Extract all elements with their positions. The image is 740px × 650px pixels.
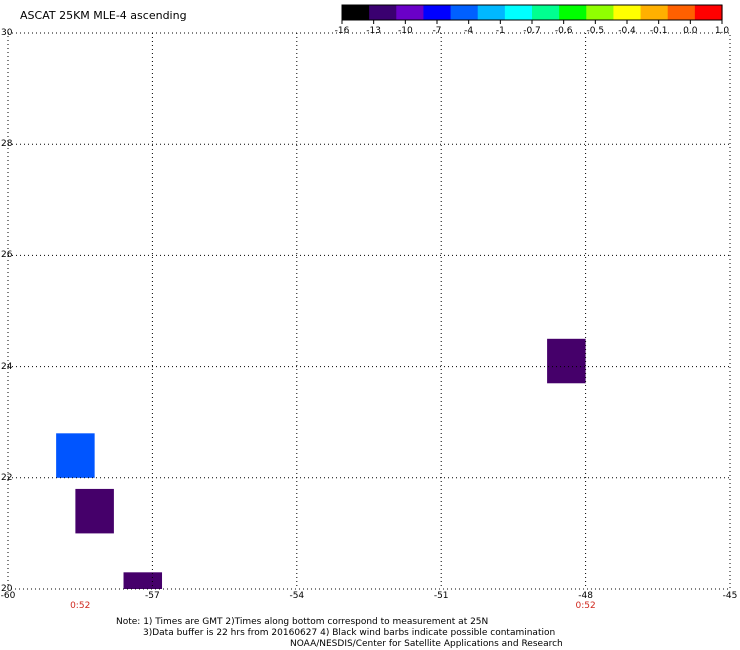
colorbar-tick-label: -16	[334, 26, 350, 36]
data-cell	[547, 338, 586, 384]
colorbar-segment	[640, 5, 669, 20]
x-tick-label: -57	[145, 591, 160, 601]
map-title: ASCAT 25KM MLE-4 ascending	[20, 9, 187, 22]
colorbar-tick-label: -0.4	[618, 26, 636, 36]
y-tick-label: 30	[1, 28, 13, 38]
note-line-1: Note: 1) Times are GMT 2)Times along bot…	[116, 617, 489, 627]
colorbar-tick-label: -0.6	[554, 26, 573, 36]
colorbar-segment	[423, 5, 452, 20]
y-tick-label: 22	[1, 472, 13, 483]
note-line-2: 3)Data buffer is 22 hrs from 20160627 4)…	[143, 628, 556, 638]
note-line-3: NOAA/NESDIS/Center for Satellite Applica…	[290, 639, 563, 649]
colorbar-tick-label: -1	[495, 26, 505, 36]
plot-frame	[7, 32, 731, 590]
colorbar-tick-label: -0.5	[586, 26, 605, 36]
colorbar-tick-label: -0.7	[523, 26, 541, 36]
colorbar-segment	[532, 5, 560, 20]
x-tick-label: -48	[578, 591, 593, 601]
colorbar-tick-label: -4	[464, 26, 474, 36]
y-tick-label: 26	[1, 250, 13, 261]
x-tick-label: -51	[433, 591, 449, 601]
colorbar-tick-label: -10	[397, 26, 413, 36]
colorbar-tick-label: -0.1	[649, 26, 668, 36]
colorbar-segment	[667, 5, 696, 20]
colorbar-segment	[450, 5, 479, 20]
data-cell	[75, 488, 114, 534]
colorbar-segment	[694, 5, 723, 20]
colorbar-segment	[396, 5, 425, 20]
colorbar-tick-label: 0.0	[683, 26, 698, 36]
x-tick-label: -45	[722, 591, 738, 601]
y-tick-label: 20	[1, 584, 13, 594]
colorbar-segment	[504, 5, 533, 20]
colorbar-segment	[369, 5, 397, 20]
y-tick-label: 24	[1, 361, 13, 372]
x-tick-label: -54	[289, 591, 305, 601]
time-label: 0:52	[70, 601, 91, 611]
colorbar-tick-label: 1.0	[714, 26, 730, 36]
x-tick-label: -60	[0, 591, 16, 601]
y-tick-label: 28	[1, 139, 13, 150]
colorbar-segment	[342, 5, 370, 20]
data-cell	[56, 433, 95, 478]
colorbar-segment	[559, 5, 587, 20]
colorbar-segment	[586, 5, 615, 20]
time-label: 0:52	[575, 601, 596, 611]
colorbar-tick-label: -7	[432, 26, 442, 36]
data-cell	[123, 572, 163, 589]
colorbar-tick-label: -13	[366, 26, 382, 36]
colorbar-segment	[477, 5, 506, 20]
colorbar-segment	[613, 5, 642, 20]
